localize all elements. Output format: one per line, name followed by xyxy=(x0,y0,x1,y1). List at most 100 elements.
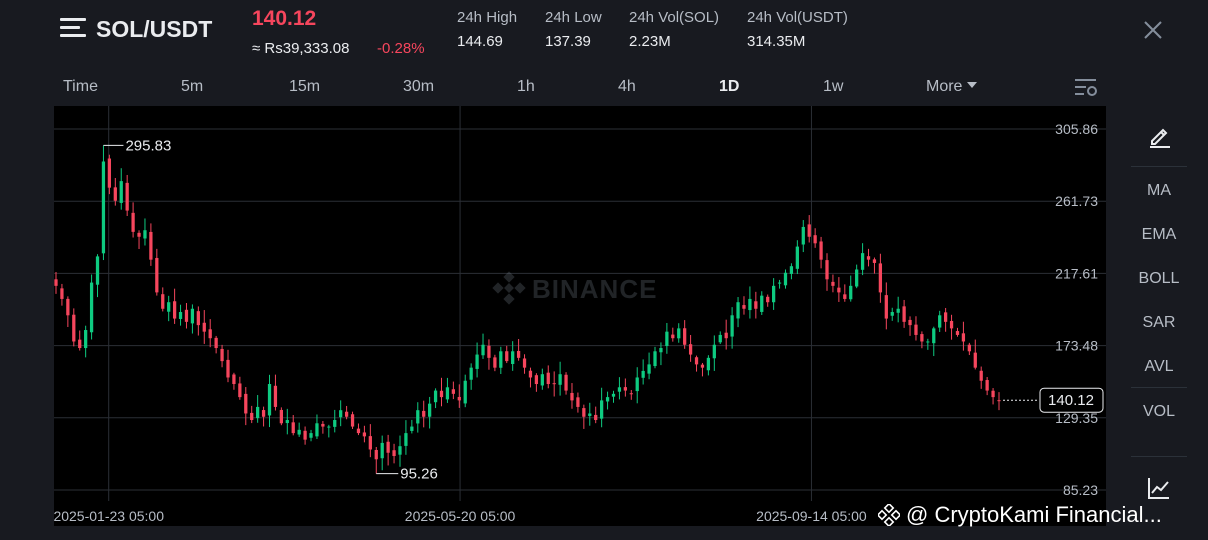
candle-body xyxy=(831,281,835,286)
candle-body xyxy=(178,312,183,319)
candle-body xyxy=(866,256,871,260)
candle-body xyxy=(938,315,942,328)
candle-body xyxy=(677,328,681,339)
tab-5m[interactable]: 5m xyxy=(181,78,204,95)
candle-body xyxy=(843,294,847,299)
tab-15m[interactable]: 15m xyxy=(289,78,321,95)
stat-value: 314.35M xyxy=(747,33,806,50)
indicator-ma[interactable]: MA xyxy=(1147,182,1171,199)
candle-body xyxy=(54,279,58,286)
y-tick-label: 173.48 xyxy=(1055,338,1098,354)
candle-body xyxy=(943,312,948,322)
candle-body xyxy=(700,364,705,368)
candle-body xyxy=(511,351,515,364)
candle-body xyxy=(410,426,414,431)
candle-body xyxy=(789,266,794,274)
candle-body xyxy=(137,232,141,237)
candle-body xyxy=(487,345,491,358)
candle-body xyxy=(890,312,894,316)
candle-body xyxy=(84,330,88,349)
tab-1w[interactable]: 1w xyxy=(823,78,844,95)
stat-24h-high: 24h High 144.69 xyxy=(457,9,517,50)
stat-label: 24h Vol(USDT) xyxy=(747,9,848,26)
candle-body xyxy=(783,272,788,286)
indicator-sar[interactable]: SAR xyxy=(1142,314,1176,331)
candle-body xyxy=(884,295,888,319)
candle-body xyxy=(718,334,722,343)
indicator-avl[interactable]: AVL xyxy=(1144,358,1174,375)
candlestick-chart[interactable]: 305.86 261.73 217.61 173.48 129.35 85.23 2025-… xyxy=(54,106,1106,526)
candle-body xyxy=(232,374,236,385)
candle-body xyxy=(267,384,272,416)
watermark-text: BINANCE xyxy=(532,274,658,304)
tab-4h[interactable]: 4h xyxy=(618,78,636,95)
candle-body xyxy=(428,403,432,417)
candle-body xyxy=(665,331,669,346)
candle-body xyxy=(208,329,212,339)
chart-settings-icon[interactable] xyxy=(1074,77,1098,99)
candle-body xyxy=(161,294,165,309)
draw-pencil-icon[interactable] xyxy=(1148,124,1172,148)
candle-body xyxy=(979,370,983,381)
candle-body xyxy=(95,256,100,285)
candle-body xyxy=(807,224,811,237)
candle-body xyxy=(777,282,782,284)
candle-body xyxy=(386,441,390,453)
candle-body xyxy=(238,383,242,398)
candle-body xyxy=(226,359,230,378)
indicator-ema[interactable]: EMA xyxy=(1141,226,1177,243)
candle-body xyxy=(469,367,473,380)
tab-more-label: More xyxy=(926,78,963,95)
candle-body xyxy=(119,181,123,203)
candle-body xyxy=(552,383,556,385)
indicator-boll[interactable]: BOLL xyxy=(1138,270,1180,287)
candle-body xyxy=(653,351,657,367)
candle-body xyxy=(855,269,859,287)
candle-body xyxy=(878,263,883,293)
candle-body xyxy=(795,246,799,269)
candle-body xyxy=(730,315,734,337)
close-icon[interactable] xyxy=(1141,18,1165,42)
stat-label: 24h Vol(SOL) xyxy=(629,9,720,26)
candle-body xyxy=(356,428,361,434)
candle-body xyxy=(380,442,384,459)
candle-body xyxy=(250,412,254,421)
candle-body xyxy=(89,282,94,333)
candle-body xyxy=(528,370,533,378)
tab-1d[interactable]: 1D xyxy=(719,78,740,95)
candle-body xyxy=(190,308,195,324)
candle-body xyxy=(694,357,699,365)
tab-1h[interactable]: 1h xyxy=(517,78,535,95)
candle-body xyxy=(113,187,117,201)
tab-time[interactable]: Time xyxy=(63,78,98,95)
y-tick-label: 217.61 xyxy=(1055,265,1098,281)
pair-selector[interactable]: SOL/USDT xyxy=(96,16,213,42)
stat-value: 144.69 xyxy=(457,33,503,50)
sidebar-divider xyxy=(1131,456,1187,457)
trend-chart-icon[interactable] xyxy=(1147,476,1171,500)
caret-down-icon xyxy=(967,82,978,88)
candle-body xyxy=(481,344,485,356)
candle-body xyxy=(949,320,954,329)
candle-body xyxy=(392,450,396,457)
tab-more[interactable]: More xyxy=(926,78,978,96)
candle-body xyxy=(143,230,147,239)
fiat-price: ≈ Rs39,333.08 xyxy=(252,40,350,57)
candle-body xyxy=(961,333,966,342)
candle-body xyxy=(101,161,106,254)
candle-body xyxy=(825,260,829,280)
candle-body xyxy=(505,351,509,362)
candle-body xyxy=(451,389,455,394)
candle-body xyxy=(131,212,135,232)
candle-body xyxy=(985,380,989,391)
candle-body xyxy=(493,357,497,368)
candle-body xyxy=(570,392,574,401)
menu-icon[interactable] xyxy=(60,18,86,42)
candle-body xyxy=(522,358,527,368)
tab-30m[interactable]: 30m xyxy=(403,78,435,95)
candle-body xyxy=(72,314,76,342)
candle-body xyxy=(107,158,112,188)
candle-body xyxy=(611,393,616,397)
indicator-vol[interactable]: VOL xyxy=(1142,403,1175,420)
candle-body xyxy=(629,393,633,395)
